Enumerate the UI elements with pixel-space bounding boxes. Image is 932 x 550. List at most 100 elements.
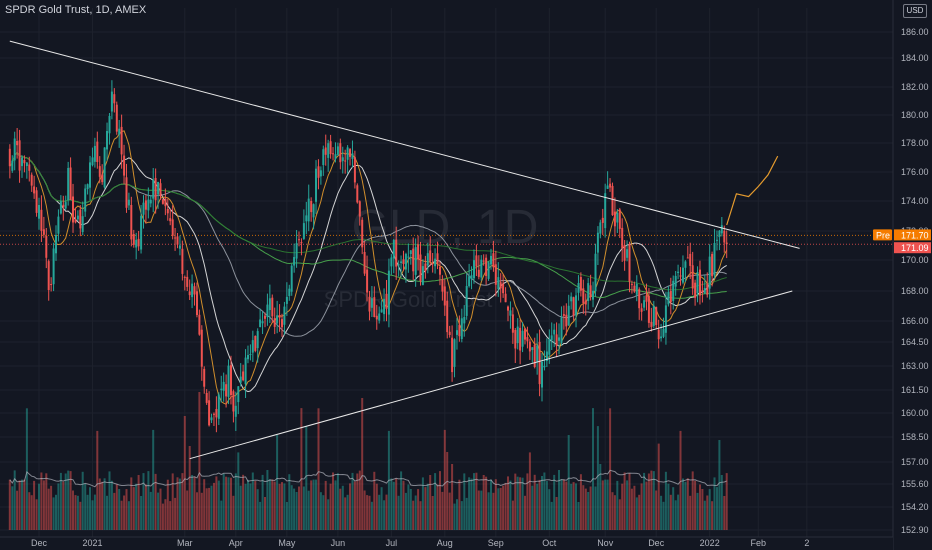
volume-bar: [93, 494, 96, 530]
candle: [708, 244, 711, 300]
candle: [106, 122, 108, 161]
volume-bar: [682, 478, 684, 530]
volume-bar: [154, 473, 157, 530]
candle: [341, 146, 344, 174]
volume-bar: [567, 435, 570, 530]
volume-bar: [210, 485, 213, 530]
volume-bar: [613, 495, 616, 530]
candle: [594, 243, 597, 297]
volume-bar: [159, 488, 162, 530]
price-tick-label: 155.60: [901, 479, 929, 489]
volume-bar: [361, 398, 364, 530]
volume-bar: [626, 480, 629, 530]
volume-bar: [487, 492, 490, 530]
candle: [582, 279, 585, 314]
candle: [159, 178, 162, 200]
candle: [285, 282, 288, 316]
price-tick-label: 184.00: [901, 53, 929, 63]
volume-bar: [570, 483, 573, 530]
candle: [300, 238, 303, 256]
volume-bar: [584, 488, 587, 530]
candle: [419, 241, 422, 286]
candle: [96, 131, 99, 169]
trendlines[interactable]: [9, 40, 800, 460]
volume-bar: [205, 488, 208, 530]
candle: [490, 248, 492, 270]
volume-bar: [47, 488, 50, 530]
candle: [72, 183, 74, 233]
candle: [166, 198, 169, 221]
candle: [414, 238, 417, 287]
volume-bar: [448, 492, 451, 530]
projection[interactable]: [726, 155, 779, 226]
currency-label[interactable]: USD: [903, 4, 927, 18]
volume-bar: [183, 416, 186, 530]
candle: [210, 413, 213, 423]
volume-bar: [502, 485, 505, 530]
volume-bar: [203, 479, 206, 530]
candle: [55, 225, 57, 261]
price-lines: [0, 234, 893, 245]
time-tick-label: Dec: [648, 538, 665, 548]
price-tick-label: 180.00: [901, 110, 929, 120]
volume-bar: [28, 492, 31, 530]
volume-bar: [288, 474, 291, 530]
volume-bar: [302, 486, 305, 530]
volume-bar: [67, 470, 70, 530]
candle: [351, 140, 354, 168]
volume-bar: [380, 487, 383, 530]
ma-orange-9: [9, 130, 728, 405]
volume-bar: [645, 481, 648, 530]
volume-bar: [630, 488, 633, 530]
candle: [502, 274, 505, 298]
volume-bar: [504, 482, 507, 530]
volume-bar: [52, 497, 55, 530]
time-tick-label: 2022: [700, 538, 720, 548]
volume-bar: [329, 483, 332, 530]
volume-bar: [106, 495, 108, 530]
candle: [524, 328, 526, 345]
candle: [468, 263, 471, 288]
candle: [169, 208, 172, 226]
candle: [373, 286, 376, 318]
price-axis[interactable]: 186.00 184.00 182.00 180.00 178.00 176.00 174.…: [892, 0, 932, 550]
candle: [276, 300, 279, 334]
volume-bar: [701, 489, 704, 530]
candle: [477, 255, 480, 280]
candle: [453, 338, 456, 378]
candle: [713, 228, 716, 279]
volume-bar: [23, 479, 26, 530]
price-tick-label: 168.00: [901, 286, 929, 296]
candle: [473, 249, 475, 284]
candle: [137, 231, 140, 251]
candle: [135, 232, 138, 260]
volume-bar: [404, 492, 407, 530]
candle: [215, 396, 218, 433]
time-axis[interactable]: Dec 2021 Mar Apr May Jun Jul Aug Sep Oct Nov Dec 202…: [0, 536, 893, 550]
candle: [655, 306, 658, 329]
volume-bar: [686, 478, 689, 530]
volume-bar: [453, 503, 456, 530]
volume-bar: [456, 499, 458, 530]
candle: [504, 287, 507, 303]
volume-bar: [421, 477, 424, 530]
candle: [266, 293, 269, 326]
candle: [507, 305, 509, 322]
candle: [363, 241, 366, 276]
candle: [259, 308, 262, 328]
candle: [385, 280, 388, 322]
candle: [101, 164, 104, 185]
candle: [570, 292, 573, 310]
candle: [98, 156, 101, 184]
volume-bar: [684, 481, 687, 530]
candle: [361, 217, 364, 255]
candle: [242, 364, 245, 382]
candle: [315, 160, 317, 214]
candle: [691, 251, 694, 295]
candle: [334, 142, 337, 163]
candle: [120, 114, 123, 169]
volume-bar: [310, 480, 313, 530]
volume-bar: [38, 483, 40, 530]
candle: [18, 129, 21, 183]
